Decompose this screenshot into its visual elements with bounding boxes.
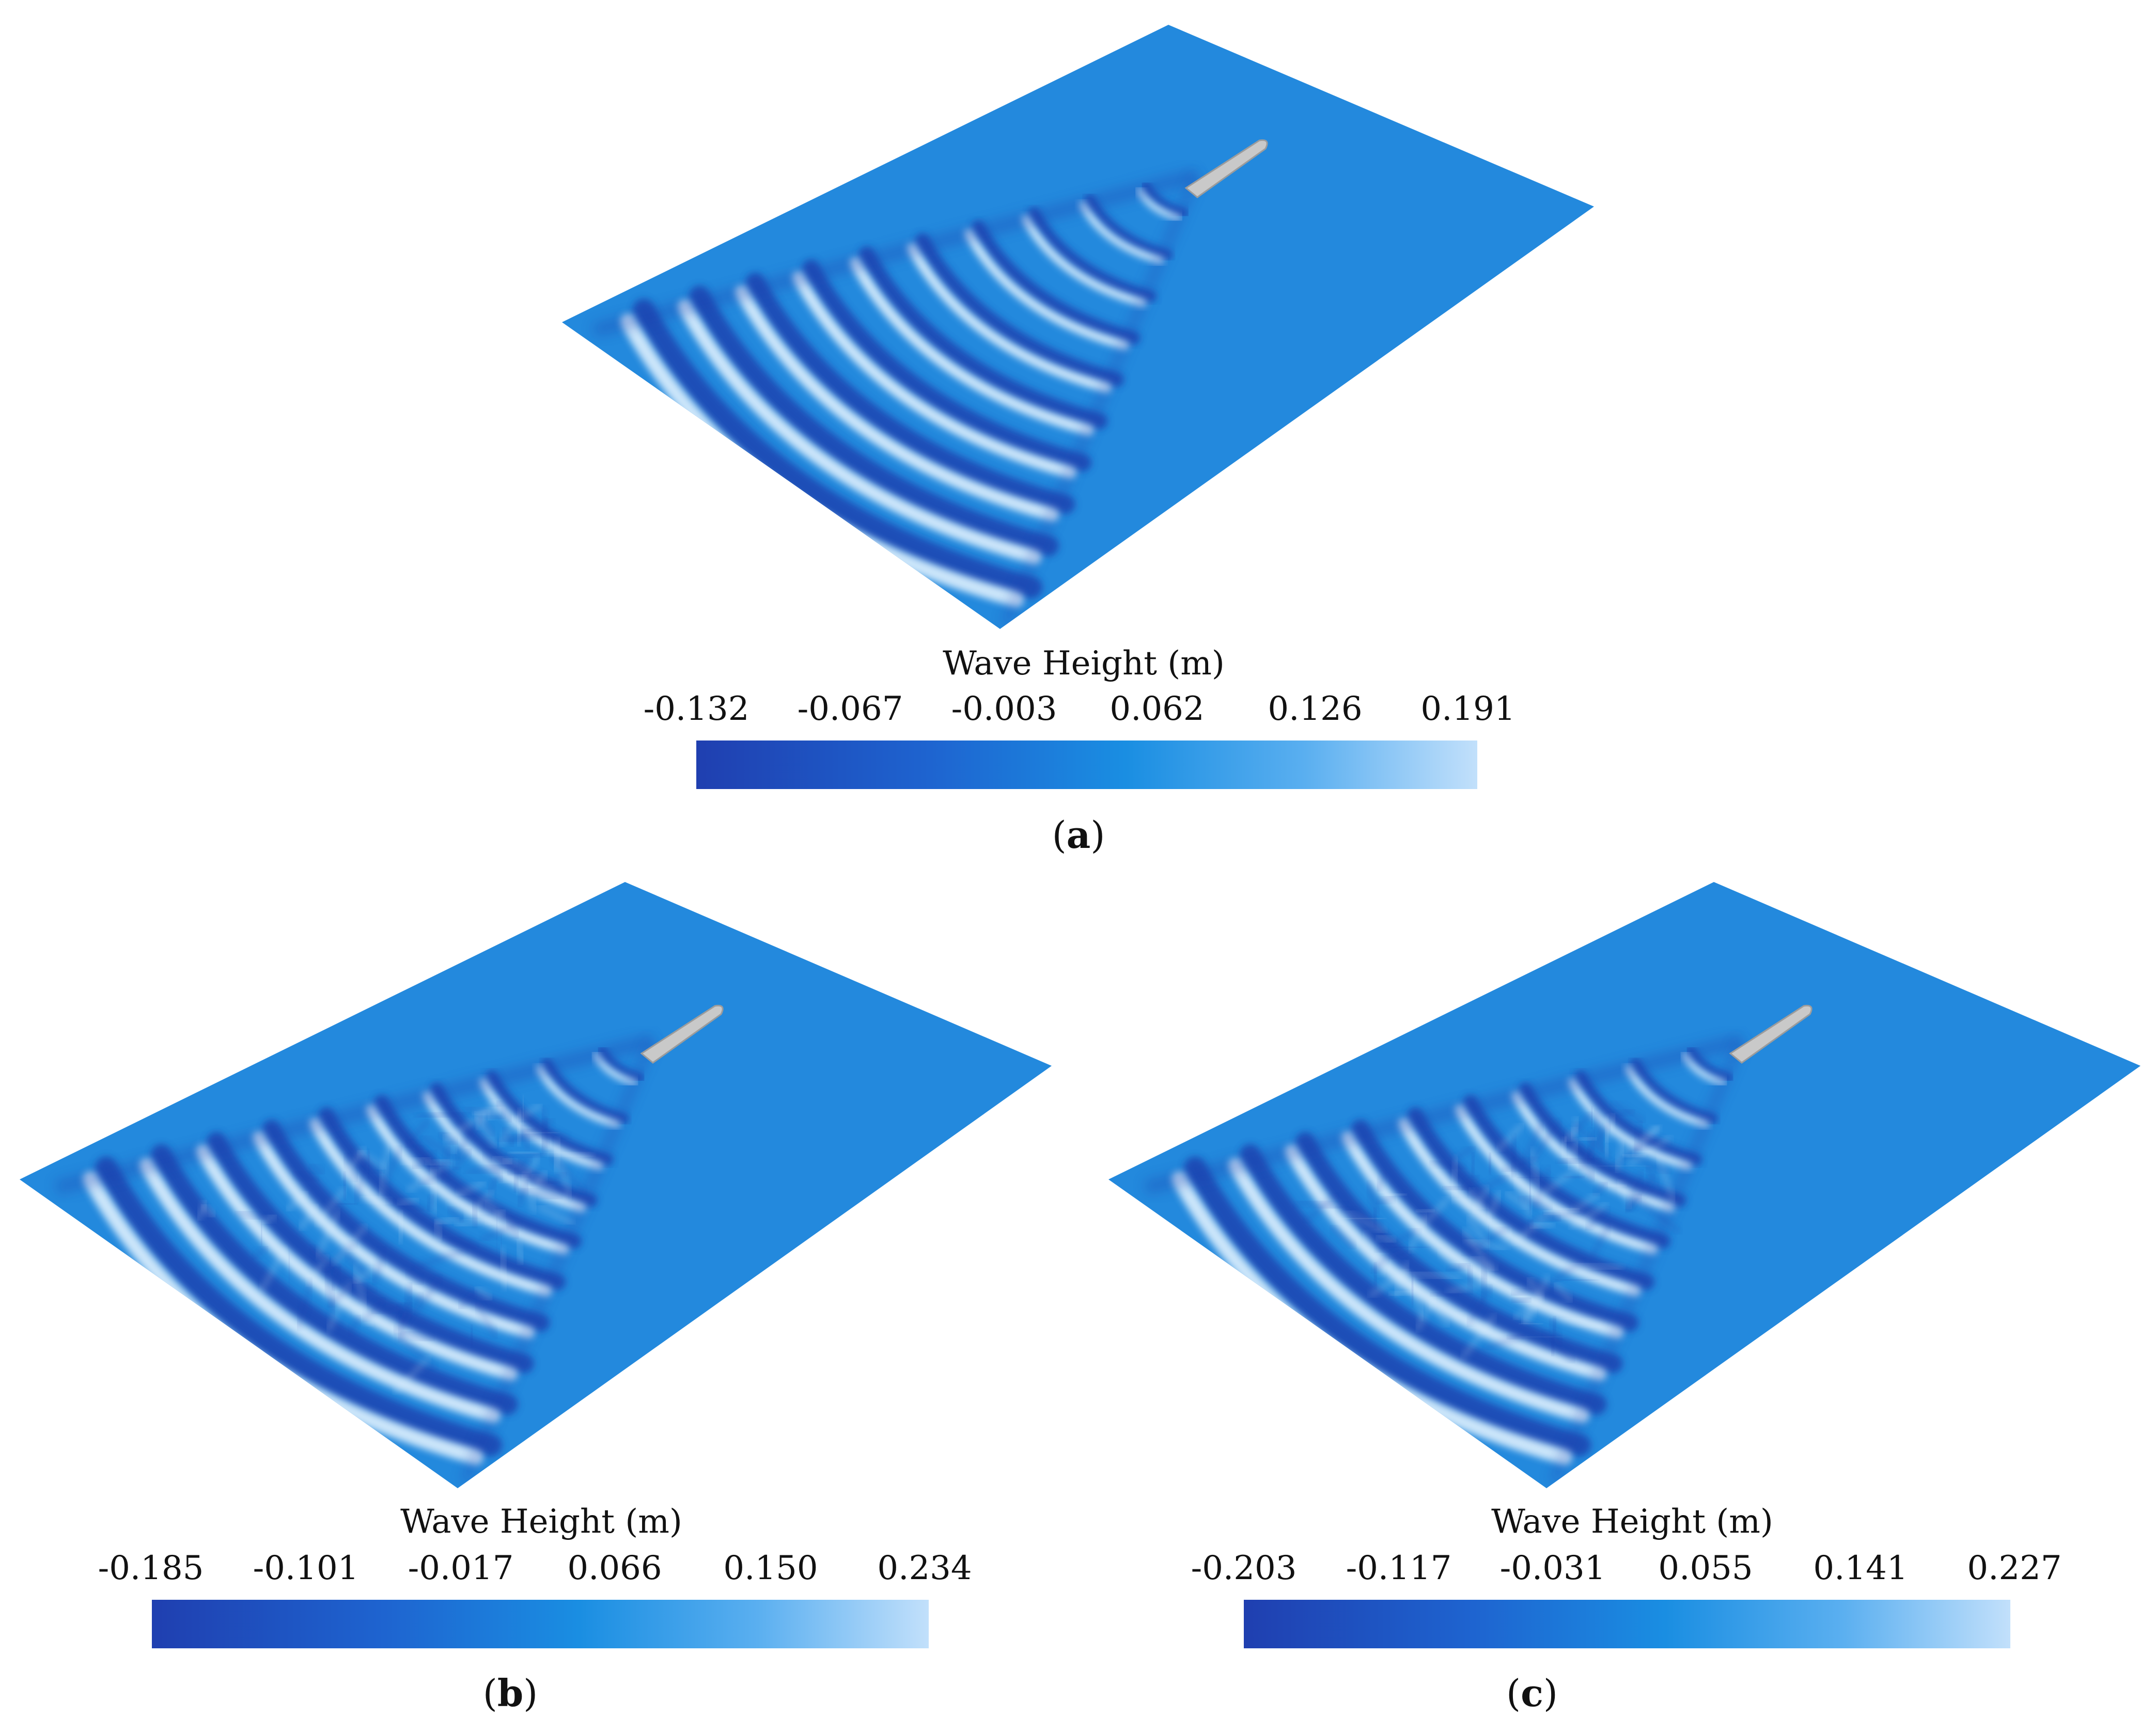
ship-hull-a: [1184, 139, 1268, 198]
tick-c-4: 0.141: [1813, 1549, 1908, 1587]
kelvin-wake-a: [592, 169, 1201, 627]
tick-c-0: -0.203: [1191, 1549, 1297, 1587]
wave-field-panel-a: [562, 25, 1594, 629]
tick-b-3: 0.066: [567, 1549, 662, 1587]
tick-c-5: 0.227: [1967, 1549, 2062, 1587]
tick-a-2: -0.003: [951, 690, 1057, 728]
tick-c-3: 0.055: [1658, 1549, 1753, 1587]
caption-c: (c): [1506, 1671, 1558, 1715]
caption-letter-b: b: [497, 1671, 524, 1715]
ship-hull-c: [1729, 1004, 1813, 1064]
tick-b-2: -0.017: [408, 1549, 514, 1587]
ship-hull-b: [640, 1004, 724, 1064]
tick-b-1: -0.101: [253, 1549, 359, 1587]
tick-a-0: -0.132: [643, 690, 749, 728]
colorbar-title-b: Wave Height (m): [400, 1503, 682, 1541]
tick-b-4: 0.150: [723, 1549, 818, 1587]
tick-a-1: -0.067: [797, 690, 903, 728]
caption-letter-a: a: [1066, 813, 1091, 857]
kelvin-wake-b: [55, 1034, 657, 1484]
wave-field-panel-b: [20, 882, 1052, 1488]
caption-a: (a): [1052, 813, 1105, 857]
wave-field-panel-c: [1108, 882, 2141, 1488]
tick-c-1: -0.117: [1346, 1549, 1452, 1587]
caption-letter-c: c: [1521, 1671, 1543, 1715]
kelvin-wake-c: [1144, 1034, 1746, 1484]
colorbar-c: [1244, 1600, 2010, 1648]
tick-c-2: -0.031: [1499, 1549, 1606, 1587]
colorbar-title-a: Wave Height (m): [943, 644, 1225, 683]
caption-b: (b): [482, 1671, 538, 1715]
colorbar-title-c: Wave Height (m): [1491, 1503, 1773, 1541]
colorbar-a: [696, 741, 1477, 789]
tick-a-5: 0.191: [1420, 690, 1516, 728]
tick-a-3: 0.062: [1110, 690, 1205, 728]
tick-b-5: 0.234: [877, 1549, 972, 1587]
colorbar-b: [152, 1600, 929, 1648]
tick-b-0: -0.185: [98, 1549, 204, 1587]
tick-a-4: 0.126: [1268, 690, 1363, 728]
